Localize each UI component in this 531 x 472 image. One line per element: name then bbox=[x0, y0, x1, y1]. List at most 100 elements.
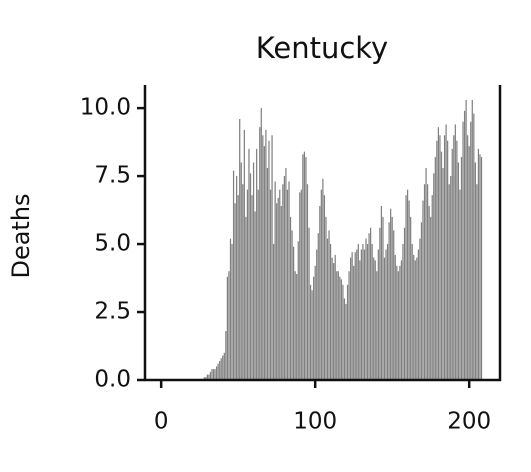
bar bbox=[467, 135, 469, 380]
bar bbox=[382, 216, 384, 380]
bar bbox=[346, 284, 349, 380]
bar bbox=[274, 181, 276, 380]
bar bbox=[480, 157, 483, 380]
bar bbox=[248, 148, 250, 380]
bar bbox=[265, 129, 267, 380]
bar bbox=[403, 227, 406, 380]
bar bbox=[425, 167, 427, 380]
bar bbox=[305, 157, 307, 380]
bar bbox=[343, 298, 346, 380]
bar bbox=[314, 265, 316, 380]
bar bbox=[456, 140, 458, 380]
x-tick-label: 100 bbox=[293, 409, 337, 435]
bar bbox=[402, 244, 404, 380]
bar bbox=[440, 151, 443, 380]
bar bbox=[283, 176, 285, 380]
bar bbox=[262, 135, 264, 380]
bar bbox=[366, 244, 369, 380]
bar bbox=[463, 110, 466, 380]
bar bbox=[331, 257, 333, 380]
bar bbox=[362, 244, 364, 380]
bar bbox=[239, 118, 241, 380]
bar bbox=[377, 249, 379, 380]
y-tick-label: 5.0 bbox=[94, 231, 131, 257]
bar bbox=[397, 271, 399, 380]
bar bbox=[363, 249, 366, 380]
bar bbox=[254, 211, 256, 380]
bar bbox=[260, 108, 262, 380]
bar bbox=[393, 230, 395, 380]
bar bbox=[220, 358, 222, 380]
bar bbox=[370, 227, 372, 380]
bar bbox=[263, 146, 265, 380]
bar bbox=[345, 303, 347, 380]
bar bbox=[323, 195, 326, 380]
bar bbox=[313, 276, 315, 380]
bar bbox=[268, 140, 270, 380]
bar bbox=[411, 244, 413, 380]
bar bbox=[442, 167, 444, 380]
bar bbox=[410, 216, 412, 380]
bar bbox=[229, 238, 232, 380]
bar bbox=[325, 216, 327, 380]
bar bbox=[308, 227, 310, 380]
bar bbox=[223, 352, 225, 380]
bar bbox=[236, 176, 238, 380]
bar bbox=[388, 222, 390, 380]
bar bbox=[333, 263, 335, 380]
bar bbox=[339, 276, 341, 380]
bar bbox=[357, 244, 359, 380]
bar bbox=[214, 369, 216, 380]
bar bbox=[354, 252, 356, 380]
bar bbox=[356, 249, 358, 380]
bar bbox=[208, 374, 210, 380]
bar bbox=[326, 238, 329, 380]
bar bbox=[443, 135, 446, 380]
bar bbox=[237, 195, 239, 380]
bar bbox=[376, 271, 378, 380]
bar bbox=[360, 249, 363, 380]
bar bbox=[340, 279, 342, 380]
bar bbox=[400, 260, 403, 380]
bar bbox=[293, 246, 295, 380]
bar bbox=[396, 265, 398, 380]
bar bbox=[266, 167, 269, 380]
x-tick-label: 0 bbox=[154, 409, 169, 435]
bar bbox=[297, 241, 299, 380]
bar bbox=[203, 377, 205, 380]
bar bbox=[422, 200, 424, 380]
bar bbox=[368, 233, 370, 380]
bar bbox=[433, 173, 435, 380]
bar bbox=[437, 127, 440, 381]
bar bbox=[206, 374, 208, 380]
bar bbox=[232, 170, 235, 380]
bar bbox=[462, 121, 464, 380]
bar bbox=[280, 205, 282, 380]
bar bbox=[299, 192, 301, 380]
bar bbox=[285, 167, 287, 380]
bar bbox=[417, 249, 419, 380]
bar bbox=[419, 238, 421, 380]
bar bbox=[353, 265, 355, 380]
bar bbox=[257, 189, 259, 380]
bar bbox=[374, 260, 376, 380]
bar bbox=[414, 260, 416, 380]
bar bbox=[470, 121, 472, 380]
bar bbox=[428, 205, 430, 380]
chart-title: Kentucky bbox=[256, 31, 388, 65]
bar bbox=[252, 162, 255, 380]
bar bbox=[474, 162, 476, 380]
bar bbox=[439, 135, 441, 380]
bar bbox=[212, 369, 215, 380]
bar bbox=[477, 148, 480, 380]
bar bbox=[234, 203, 236, 380]
bar bbox=[471, 99, 473, 380]
bar bbox=[246, 189, 249, 380]
bar bbox=[296, 273, 298, 380]
bar bbox=[209, 371, 212, 380]
bar bbox=[225, 331, 227, 380]
bar bbox=[271, 135, 273, 380]
bar bbox=[322, 178, 324, 380]
bar bbox=[465, 99, 467, 380]
